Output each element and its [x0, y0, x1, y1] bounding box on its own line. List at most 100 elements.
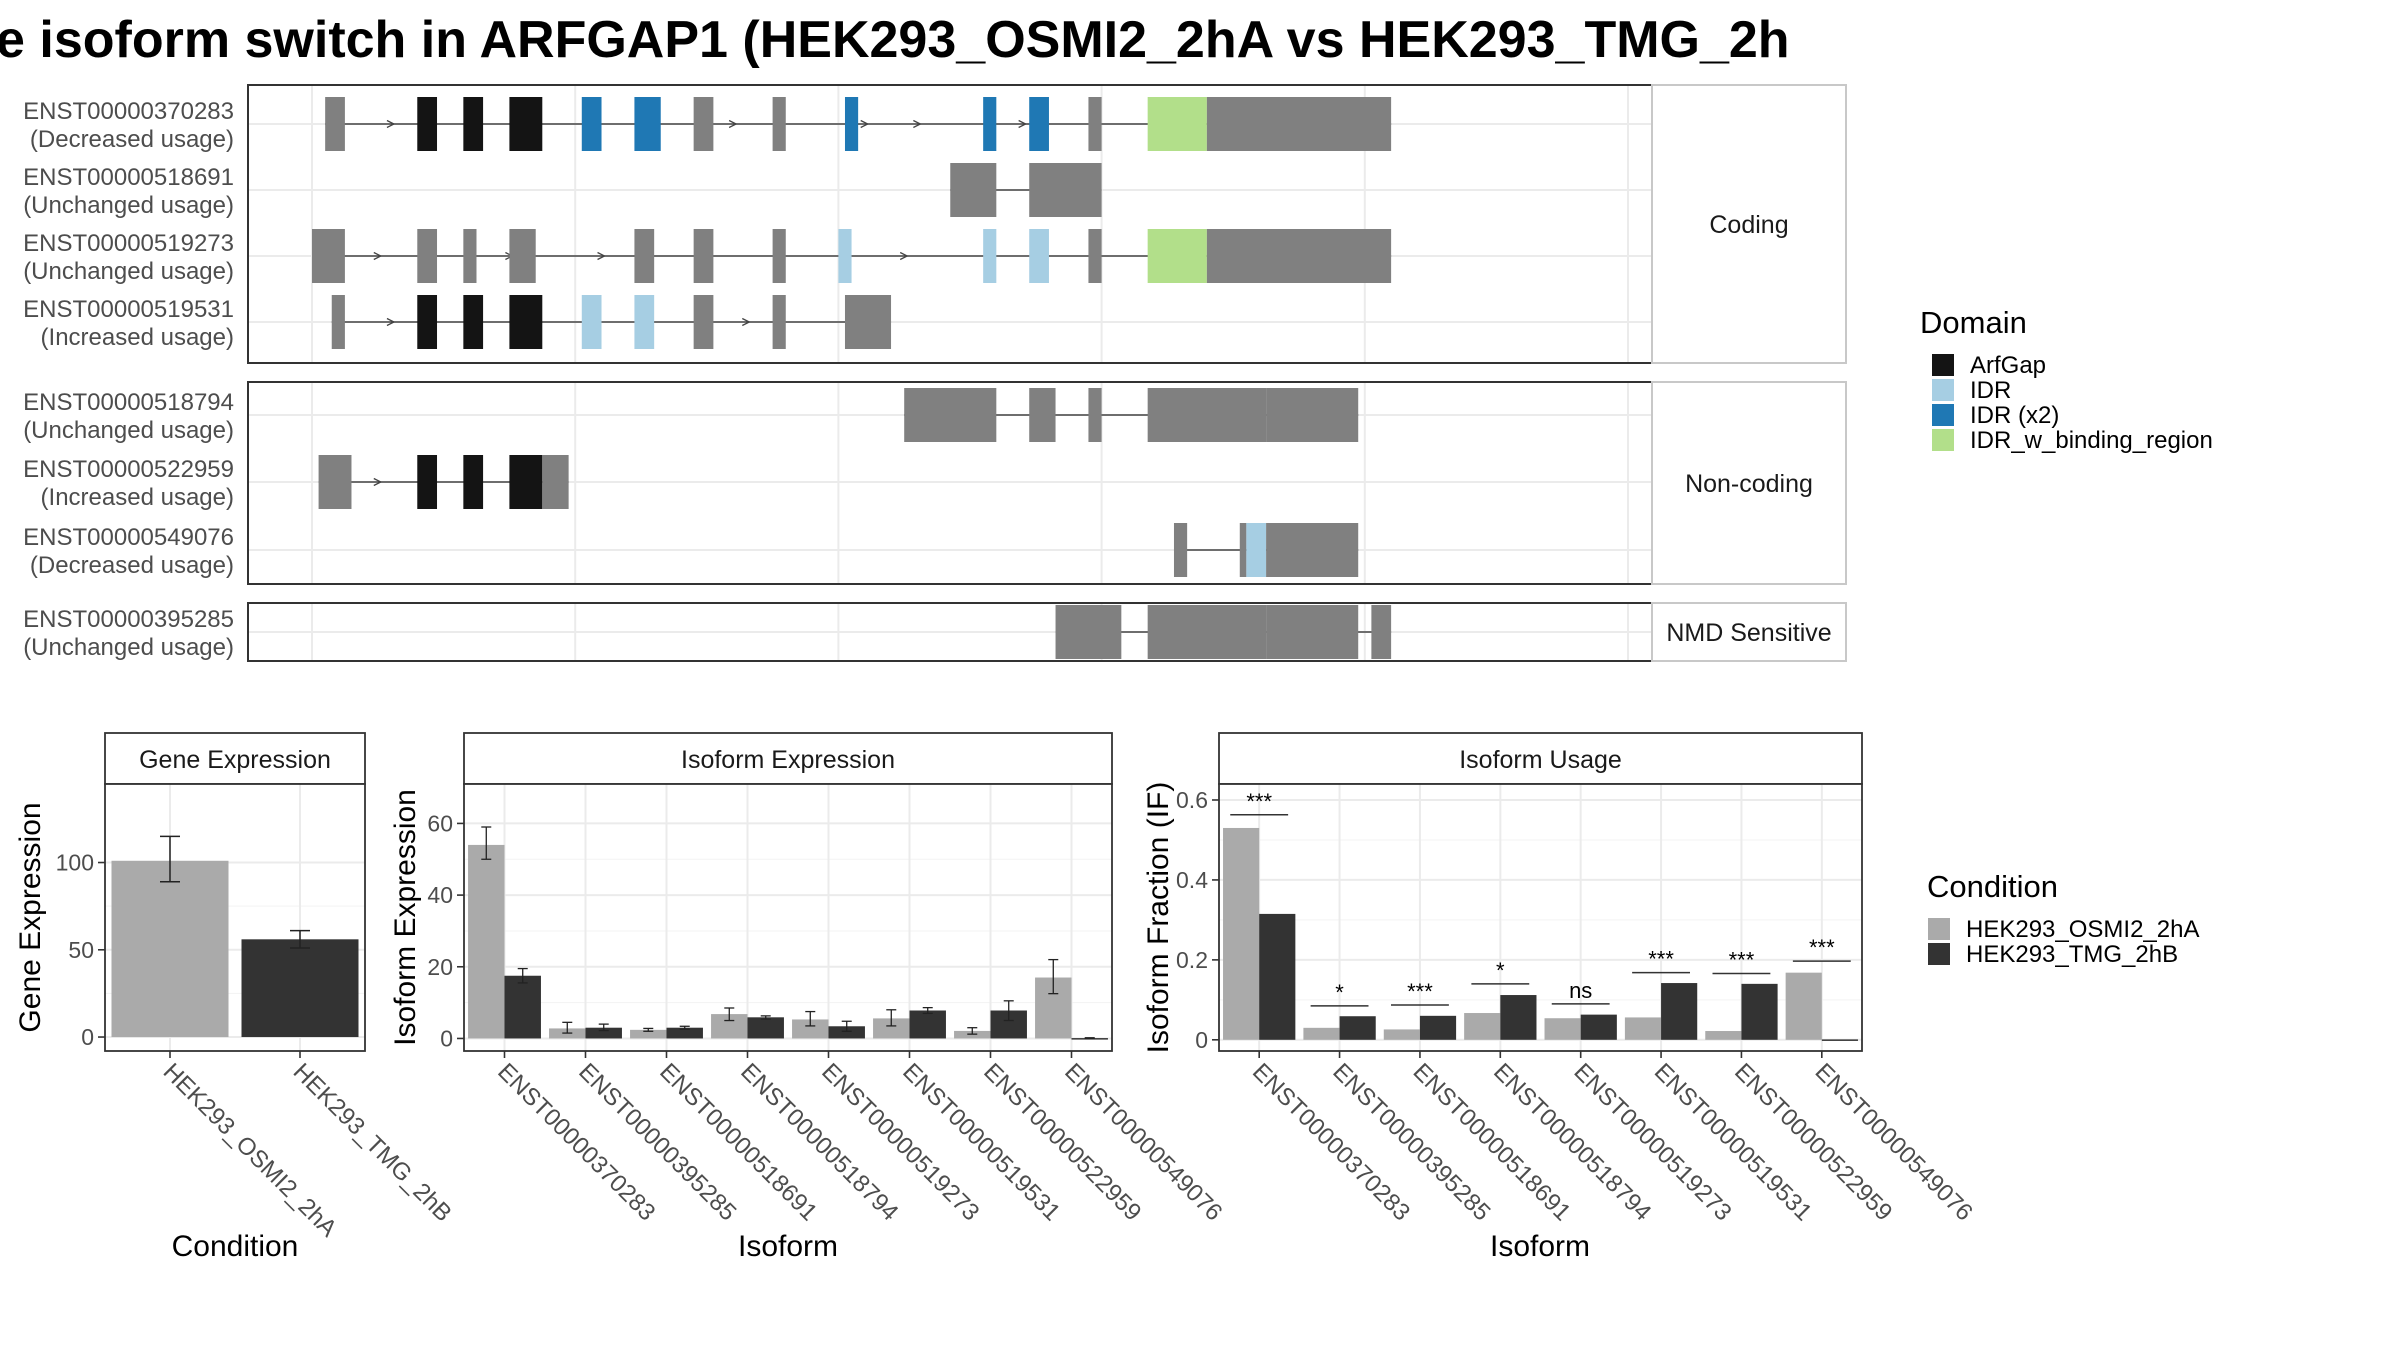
- bar-HEK293_OSMI2_2hA: [1464, 1013, 1501, 1040]
- transcript-usage-label: (Unchanged usage): [23, 634, 234, 661]
- bar-HEK293_TMG_2hB: [1580, 1014, 1617, 1040]
- exon: [325, 97, 345, 151]
- transcript-ENST00000522959: [318, 455, 569, 509]
- significance-label: ***: [1246, 789, 1272, 814]
- chart-border: [104, 783, 366, 1052]
- y-tick-label: 0.2: [1176, 947, 1208, 973]
- facet-1: Non-coding: [247, 381, 1847, 585]
- chart-title: Gene Expression: [139, 746, 331, 774]
- exon: [1147, 388, 1267, 442]
- bar-HEK293_OSMI2_2hA: [1705, 1031, 1742, 1040]
- chart-panel: [464, 784, 1112, 1051]
- transcript-usage-label: (Increased usage): [41, 484, 234, 511]
- transcript-usage-label: (Increased usage): [41, 324, 234, 351]
- x-tick-label: ENST00000395285: [1327, 1058, 1495, 1226]
- exon: [1206, 97, 1392, 151]
- exon: [1299, 605, 1359, 659]
- transcript-id-label: ENST00000549076: [23, 524, 234, 551]
- x-tick-label: ENST00000370283: [1247, 1058, 1415, 1226]
- x-tick-label: ENST00000518691: [654, 1058, 822, 1226]
- exon-domain-IDR: [983, 229, 997, 283]
- y-tick-label: 50: [68, 937, 94, 963]
- chart-title: Isoform Expression: [681, 746, 895, 774]
- exon: [844, 295, 892, 349]
- exon-domain-ArfGap: [463, 97, 484, 151]
- exon-domain-IDR-x2-: [634, 97, 661, 151]
- bar-HEK293_TMG_2hB: [1661, 983, 1698, 1040]
- facet-2: NMD Sensitive: [247, 602, 1847, 662]
- transcript-id-label: ENST00000370283: [23, 98, 234, 125]
- x-tick-label: ENST00000522959: [978, 1058, 1146, 1226]
- exon: [904, 388, 997, 442]
- x-tick-label: ENST00000522959: [1729, 1058, 1897, 1226]
- exon: [509, 229, 536, 283]
- facet-0: Coding: [247, 84, 1847, 364]
- x-tick-label: ENST00000519273: [816, 1058, 984, 1226]
- transcript-usage-label: (Decreased usage): [30, 552, 234, 579]
- x-tick-label: ENST00000518794: [1488, 1058, 1656, 1226]
- legend-domain-label: ArfGap: [1970, 352, 2046, 379]
- exon: [1371, 605, 1392, 659]
- transcript-ENST00000395285: [1055, 605, 1392, 659]
- exon-domain-ArfGap: [509, 295, 543, 349]
- exon: [463, 229, 477, 283]
- bar-charts: Gene Expression050100HEK293_OSMI2_2hAHEK…: [14, 732, 1978, 1263]
- legend-condition-title: Condition: [1927, 869, 2058, 904]
- exon: [1266, 605, 1299, 659]
- transcript-id-label: ENST00000395285: [23, 606, 234, 633]
- bar-HEK293_OSMI2_2hA: [630, 1029, 667, 1039]
- direction-arrow: [597, 251, 606, 261]
- page-title: e isoform switch in ARFGAP1 (HEK293_OSMI…: [0, 11, 1790, 69]
- transcript-usage-label: (Unchanged usage): [23, 192, 234, 219]
- facet-strip: [1651, 381, 1847, 585]
- exon: [542, 455, 569, 509]
- exon-domain-ArfGap: [509, 455, 543, 509]
- exon-domain-ArfGap: [417, 295, 438, 349]
- exon: [1029, 388, 1056, 442]
- facet-strip-label: NMD Sensitive: [1666, 619, 1831, 647]
- chart-strip: [1218, 732, 1863, 785]
- legend-domain-swatch: [1932, 404, 1954, 426]
- transcript-id-label: ENST00000522959: [23, 456, 234, 483]
- significance-label: ***: [1809, 935, 1835, 960]
- bar-HEK293_OSMI2_2hA: [111, 860, 229, 1038]
- transcript-ENST00000518794: [904, 388, 1359, 442]
- legend-domain-swatch: [1932, 429, 1954, 451]
- significance-label: *: [1335, 980, 1344, 1005]
- exon-domain-IDR: [838, 229, 852, 283]
- exon: [693, 229, 714, 283]
- y-tick-label: 0.4: [1176, 867, 1208, 893]
- bar-HEK293_TMG_2hB: [504, 975, 541, 1039]
- exon: [1055, 605, 1122, 659]
- bar-HEK293_TMG_2hB: [1741, 983, 1778, 1040]
- exon: [417, 229, 438, 283]
- facet-strip: [1651, 602, 1847, 662]
- facet-strip-label: Coding: [1709, 211, 1788, 239]
- direction-arrow: [728, 119, 738, 129]
- direction-arrow: [1018, 119, 1028, 129]
- bar-HEK293_TMG_2hB: [1339, 1016, 1376, 1040]
- transcript-ENST00000370283: [325, 97, 1392, 151]
- chart-border: [463, 783, 1113, 1052]
- exon: [331, 295, 345, 349]
- exon: [318, 455, 352, 509]
- legend-condition-label: HEK293_OSMI2_2hA: [1966, 916, 2199, 943]
- legend-domain-swatch: [1932, 379, 1954, 401]
- x-tick-label: ENST00000519273: [1568, 1058, 1736, 1226]
- direction-arrow: [741, 317, 751, 327]
- bar-HEK293_TMG_2hB: [1419, 1015, 1457, 1040]
- significance-label: ***: [1407, 979, 1433, 1004]
- x-tick-label: ENST00000370283: [492, 1058, 660, 1226]
- exon: [1266, 523, 1299, 577]
- exon-domain-IDR-w-binding-region: [1147, 229, 1207, 283]
- legend-domain-title: Domain: [1920, 305, 2027, 340]
- x-tick-label: ENST00000549076: [1810, 1058, 1978, 1226]
- exon-domain-ArfGap: [417, 97, 438, 151]
- transcript-usage-label: (Unchanged usage): [23, 417, 234, 444]
- transcript-ENST00000518691: [950, 163, 1102, 217]
- bar-HEK293_TMG_2hB: [1259, 913, 1296, 1040]
- transcript-ENST00000519273: [312, 229, 1392, 283]
